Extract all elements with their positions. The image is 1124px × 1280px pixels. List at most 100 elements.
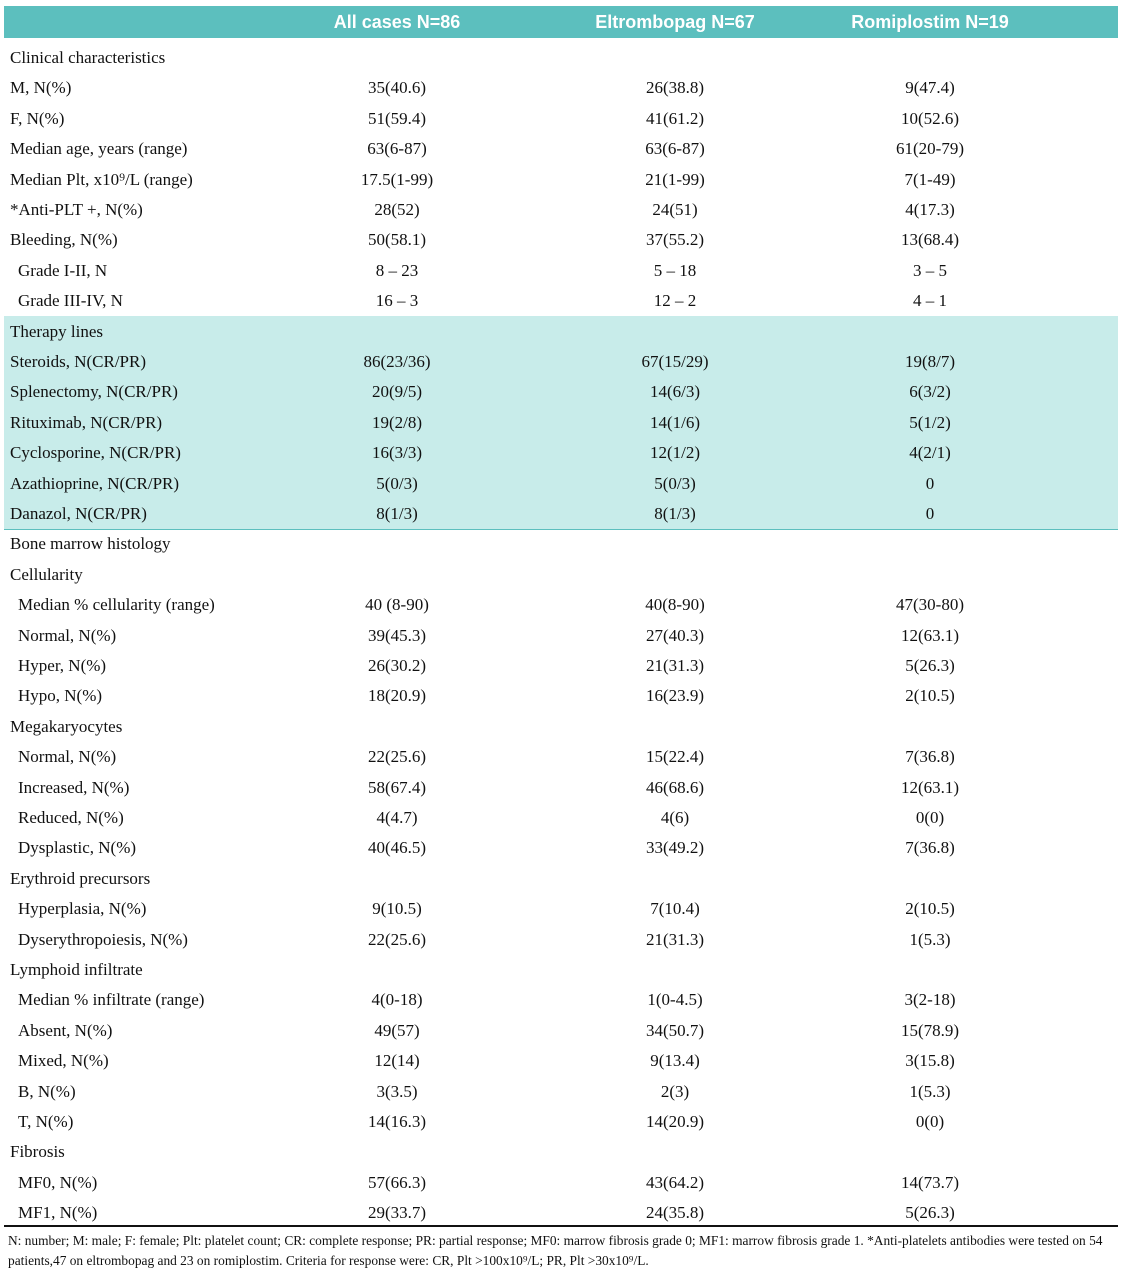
cell-value: 5 – 18 <box>653 260 697 280</box>
cell-value: 7(36.8) <box>905 838 955 858</box>
row-label: MF0, N(%) <box>18 1172 98 1192</box>
cell-value: 5(26.3) <box>905 656 955 675</box>
cell-value: 14(73.7) <box>900 1172 960 1192</box>
cell-value: 43(64.2) <box>645 1172 705 1192</box>
cell-value: 26(30.2) <box>367 656 427 675</box>
table-row: Megakaryocytes <box>0 712 1124 742</box>
cell-value: 12(1/2) <box>649 443 701 463</box>
table-row: Steroids, N(CR/PR) 86(23/36) 67(15/29) 19(8… <box>0 347 1124 377</box>
therapy-section-shade <box>4 315 1118 531</box>
cell-value: 58(67.4) <box>367 777 427 797</box>
row-label: Absent, N(%) <box>18 1020 113 1040</box>
table-row: Danazol, N(CR/PR) 8(1/3) 8(1/3) 0 <box>0 499 1124 529</box>
table-row: MF1, N(%) 29(33.7) 24(35.8) 5(26.3) <box>0 1198 1124 1228</box>
row-label: MF1, N(%) <box>18 1203 98 1223</box>
header-bar <box>4 6 1118 38</box>
section-label: Lymphoid infiltrate <box>10 960 143 979</box>
cell-value: 3(15.8) <box>905 1051 955 1071</box>
table-row: Erythroid precursors <box>0 864 1124 894</box>
row-label: Grade I-II, N <box>18 260 108 280</box>
cell-value: 10(52.6) <box>900 108 960 128</box>
cell-value: 16 – 3 <box>375 291 419 311</box>
section-label: Fibrosis <box>10 1142 65 1162</box>
table-row: B, N(%) 3(3.5) 2(3) 1(5.3) <box>0 1077 1124 1107</box>
cell-value: 3(2-18) <box>904 990 956 1010</box>
cell-value: 1(0-4.5) <box>647 990 703 1010</box>
cell-value: 12(63.1) <box>900 777 960 797</box>
cell-value: 29(33.7) <box>367 1203 427 1223</box>
cell-value: 7(36.8) <box>905 747 955 767</box>
cell-value: 8 – 23 <box>375 260 419 280</box>
table-row: Hyperplasia, N(%) 9(10.5) 7(10.4) 2(10.5) <box>0 894 1124 924</box>
row-label: F, N(%) <box>10 108 65 128</box>
table-row: M, N(%) 35(40.6) 26(38.8) 9(47.4) <box>0 73 1124 103</box>
cell-value: 0(0) <box>915 1112 945 1131</box>
cell-value: 19(8/7) <box>904 352 956 371</box>
column-header: All cases N=86 <box>333 12 461 32</box>
table-row: Increased, N(%) 58(67.4) 46(68.6) 12(63.1) <box>0 773 1124 803</box>
row-label: Median % cellularity (range) <box>18 595 215 615</box>
table-row: Normal, N(%) 39(45.3) 27(40.3) 12(63.1) <box>0 621 1124 651</box>
cell-value: 12 – 2 <box>653 291 697 311</box>
table-row: Absent, N(%) 49(57) 34(50.7) 15(78.9) <box>0 1016 1124 1046</box>
table-row: *Anti-PLT +, N(%) 28(52) 24(51) 4(17.3) <box>0 195 1124 225</box>
table-row: Median Plt, x10⁹/L (range) 17.5(1-99) 21(1… <box>0 165 1124 195</box>
table-row: Normal, N(%) 22(25.6) 15(22.4) 7(36.8) <box>0 742 1124 772</box>
row-label: Dysplastic, N(%) <box>18 838 137 858</box>
row-label: Normal, N(%) <box>18 747 117 767</box>
cell-value: 61(20-79) <box>896 139 964 159</box>
row-label: B, N(%) <box>18 1081 76 1101</box>
row-label: *Anti-PLT +, N(%) <box>10 200 143 219</box>
cell-value: 14(6/3) <box>649 382 701 402</box>
row-label: Median % infiltrate (range) <box>18 990 205 1010</box>
cell-value: 51(59.4) <box>367 108 427 128</box>
cell-value: 57(66.3) <box>367 1172 427 1192</box>
cell-value: 18(20.9) <box>367 686 427 706</box>
table-row: Grade I-II, N 8 – 23 5 – 18 3 – 5 <box>0 256 1124 286</box>
table-row: Median % infiltrate (range) 4(0-18) 1(0-4.… <box>0 985 1124 1015</box>
cell-value: 3(3.5) <box>376 1081 418 1101</box>
row-label: Hyper, N(%) <box>18 656 107 675</box>
table-row: Hyper, N(%) 26(30.2) 21(31.3) 5(26.3) <box>0 651 1124 681</box>
cell-value: 40 (8-90) <box>365 595 429 615</box>
cell-value: 37(55.2) <box>645 230 705 250</box>
cell-value: 7(10.4) <box>650 899 700 919</box>
cell-value: 17.5(1-99) <box>360 169 434 189</box>
cell-value: 3 – 5 <box>913 260 947 280</box>
row-label: Splenectomy, N(CR/PR) <box>10 382 178 402</box>
cell-value: 39(45.3) <box>367 625 427 645</box>
row-label: Median age, years (range) <box>10 139 188 159</box>
cell-value: 46(68.6) <box>645 777 705 797</box>
table-row: F, N(%) 51(59.4) 41(61.2) 10(52.6) <box>0 104 1124 134</box>
cell-value: 4(6) <box>660 808 690 827</box>
cell-value: 28(52) <box>374 200 420 219</box>
section-label: Clinical characteristics <box>10 48 166 67</box>
row-label: Mixed, N(%) <box>18 1051 109 1071</box>
row-label: Hyperplasia, N(%) <box>18 899 147 919</box>
cell-value: 12(63.1) <box>900 625 960 645</box>
section-label: Megakaryocytes <box>10 716 123 736</box>
cell-value: 4(17.3) <box>905 200 955 219</box>
cell-value: 14(1/6) <box>649 412 701 432</box>
cell-value: 4(4.7) <box>376 808 418 827</box>
cell-value: 20(9/5) <box>371 382 423 402</box>
cell-value: 5(0/3) <box>376 473 418 493</box>
row-label: Rituximab, N(CR/PR) <box>10 412 163 432</box>
section-label: Bone marrow histology <box>10 534 171 554</box>
table-row: Dyserythropoiesis, N(%) 22(25.6) 21(31.3) 1… <box>0 925 1124 955</box>
table-row: Cellularity <box>0 560 1124 590</box>
cell-value: 2(10.5) <box>905 686 955 706</box>
table-row: Mixed, N(%) 12(14) 9(13.4) 3(15.8) <box>0 1046 1124 1076</box>
row-label: Cyclosporine, N(CR/PR) <box>10 443 181 463</box>
section-label: Cellularity <box>10 564 83 584</box>
row-label: Normal, N(%) <box>18 625 117 645</box>
cell-value: 1(5.3) <box>909 929 951 949</box>
table-row: T, N(%) 14(16.3) 14(20.9) 0(0) <box>0 1107 1124 1137</box>
table-row: MF0, N(%) 57(66.3) 43(64.2) 14(73.7) <box>0 1168 1124 1198</box>
table-row: Splenectomy, N(CR/PR) 20(9/5) 14(6/3) 6(3/2… <box>0 377 1124 407</box>
cell-value: 4(0-18) <box>371 990 423 1010</box>
cell-value: 14(20.9) <box>645 1112 705 1131</box>
table-row: Hypo, N(%) 18(20.9) 16(23.9) 2(10.5) <box>0 681 1124 711</box>
cell-value: 8(1/3) <box>654 504 696 523</box>
column-header: Eltrombopag N=67 <box>595 12 755 32</box>
